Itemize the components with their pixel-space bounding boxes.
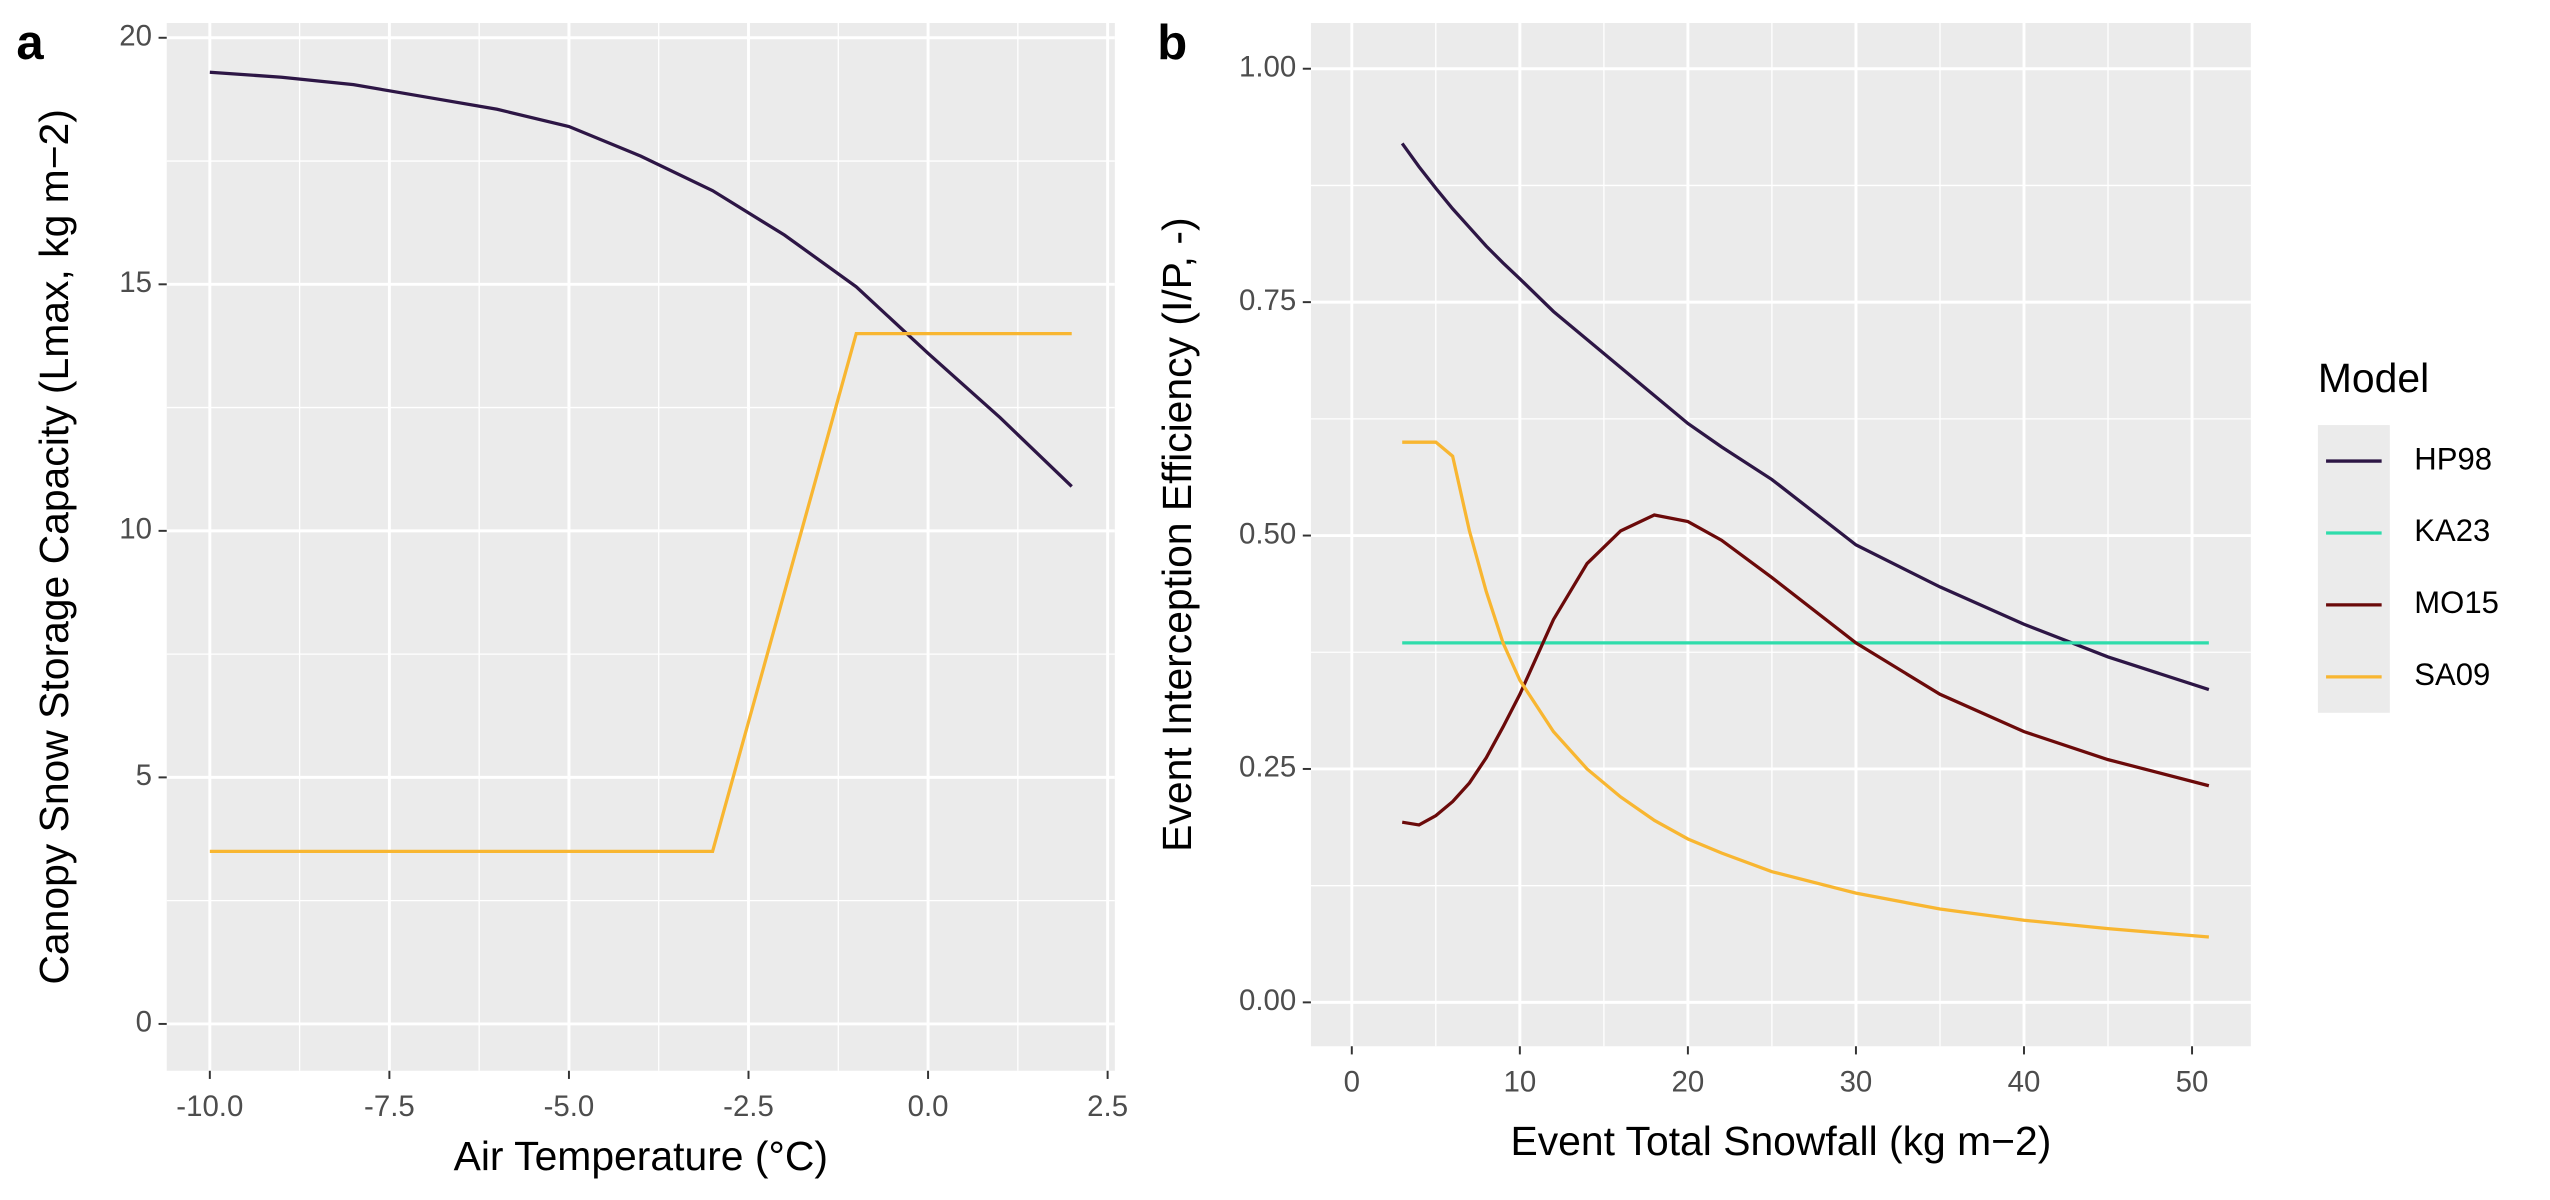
plot-background xyxy=(166,22,1115,1071)
y-tick-label: 20 xyxy=(119,20,152,53)
x-tick-label: 50 xyxy=(2176,1066,2209,1099)
legend-title: Model xyxy=(2318,355,2429,401)
x-tick-label: 30 xyxy=(1840,1066,1873,1099)
line xyxy=(1401,513,2210,827)
x-tick-label: -10.0 xyxy=(176,1090,243,1123)
line xyxy=(209,70,1073,488)
legend-label: SA09 xyxy=(2414,657,2490,692)
x-axis-title: Air Temperature (°C) xyxy=(454,1133,828,1179)
x-axis-title: Event Total Snowfall (kg m−2) xyxy=(1510,1118,2051,1164)
line xyxy=(1400,142,2210,692)
x-tick-label: 40 xyxy=(2008,1066,2041,1099)
y-tick-label: 10 xyxy=(119,513,152,546)
y-tick-label: 0.25 xyxy=(1239,751,1296,784)
y-tick-label: 0 xyxy=(136,1006,152,1039)
x-tick-label: 10 xyxy=(1503,1066,1536,1099)
y-tick-label: 15 xyxy=(119,266,152,299)
x-tick-label: 0.0 xyxy=(908,1090,949,1123)
panel-label: b xyxy=(1157,16,1187,70)
x-tick-label: -2.5 xyxy=(723,1090,774,1123)
legend-label: HP98 xyxy=(2414,441,2492,476)
y-tick-label: 0.50 xyxy=(1239,517,1296,550)
legend-label: MO15 xyxy=(2414,585,2499,620)
x-tick-label: 20 xyxy=(1672,1066,1705,1099)
x-tick-label: 2.5 xyxy=(1087,1090,1128,1123)
x-tick-label: -7.5 xyxy=(364,1090,415,1123)
legend-key-background xyxy=(2317,425,2390,713)
line xyxy=(1402,440,2209,939)
x-tick-label: 0 xyxy=(1344,1066,1360,1099)
y-tick-label: 0.75 xyxy=(1239,284,1296,317)
line xyxy=(209,331,1072,853)
y-axis-title: Canopy Snow Storage Capacity (Lmax, kg m… xyxy=(31,109,77,984)
y-tick-label: 5 xyxy=(136,759,152,792)
panel-label: a xyxy=(16,16,44,70)
legend-label: KA23 xyxy=(2414,513,2490,548)
y-tick-label: 1.00 xyxy=(1239,50,1296,83)
y-tick-label: 0.00 xyxy=(1239,984,1296,1017)
x-tick-label: -5.0 xyxy=(544,1090,595,1123)
y-axis-title: Event Interception Efficiency (I/P, -) xyxy=(1154,217,1200,851)
